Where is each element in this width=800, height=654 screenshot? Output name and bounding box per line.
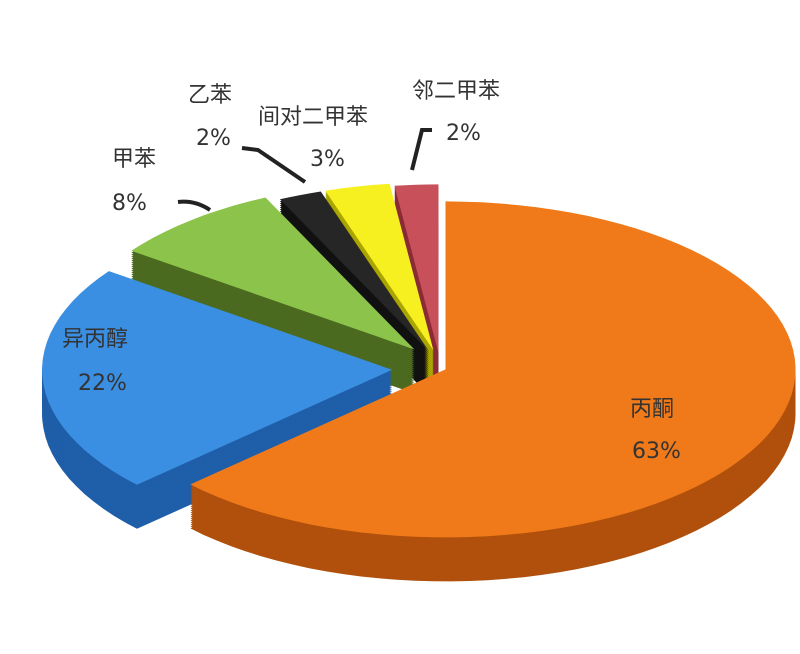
- slice-top: [190, 201, 796, 538]
- pct-ethylbenzene: 2%: [196, 126, 231, 151]
- slice-top: [279, 191, 429, 352]
- label-ethylbenzene: 乙苯: [188, 83, 232, 108]
- slice-2: [131, 197, 415, 394]
- pct-o-xylene: 2%: [446, 121, 481, 146]
- slice-1: [42, 271, 393, 529]
- slice-0: [190, 201, 796, 582]
- label-isopropanol: 异丙醇: [62, 327, 128, 352]
- label-mp-xylene: 间对二甲苯: [258, 105, 368, 130]
- label-o-xylene: 邻二甲苯: [412, 79, 500, 104]
- slice-top: [131, 197, 415, 350]
- pct-mp-xylene: 3%: [310, 147, 345, 172]
- label-toluene: 甲苯: [112, 147, 156, 172]
- pct-isopropanol: 22%: [78, 371, 127, 396]
- slice-top: [325, 183, 434, 351]
- leader-line-toluene: [177, 199, 212, 212]
- leader-line-ethylbenzene: [241, 146, 307, 184]
- leader-line-o-xylene: [410, 128, 432, 171]
- label-acetone: 丙酮: [630, 397, 674, 422]
- slice-top: [42, 271, 393, 485]
- slice-top: [394, 184, 439, 353]
- pct-toluene: 8%: [112, 191, 147, 216]
- pct-acetone: 63%: [632, 439, 681, 464]
